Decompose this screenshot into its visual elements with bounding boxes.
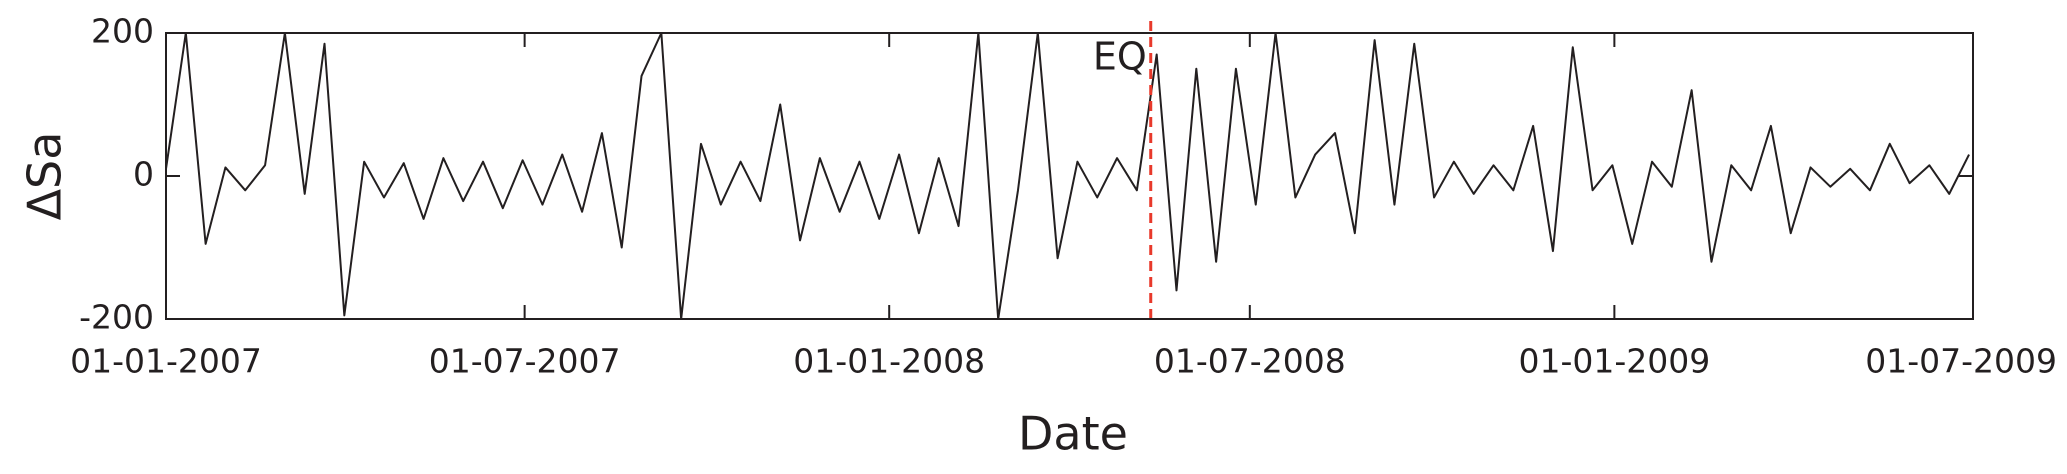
y-tick-label: 200	[91, 12, 154, 51]
x-axis-label: Date	[1018, 407, 1128, 461]
x-tick-label: 01-07-2008	[1154, 342, 1346, 381]
y-tick-label: 0	[133, 155, 154, 194]
plot-frame	[165, 32, 1974, 320]
x-tick-label: 01-01-2007	[70, 342, 262, 381]
y-axis-label: ΔSa	[18, 132, 72, 221]
x-tick-label: 01-01-2008	[793, 342, 985, 381]
x-tick-label: 01-07-2009	[1865, 342, 2057, 381]
y-tick-label: -200	[79, 298, 154, 337]
x-tick-label: 01-01-2009	[1518, 342, 1710, 381]
event-label: EQ	[1093, 35, 1147, 79]
x-tick-label: 01-07-2007	[429, 342, 621, 381]
data-line	[165, 32, 1970, 320]
